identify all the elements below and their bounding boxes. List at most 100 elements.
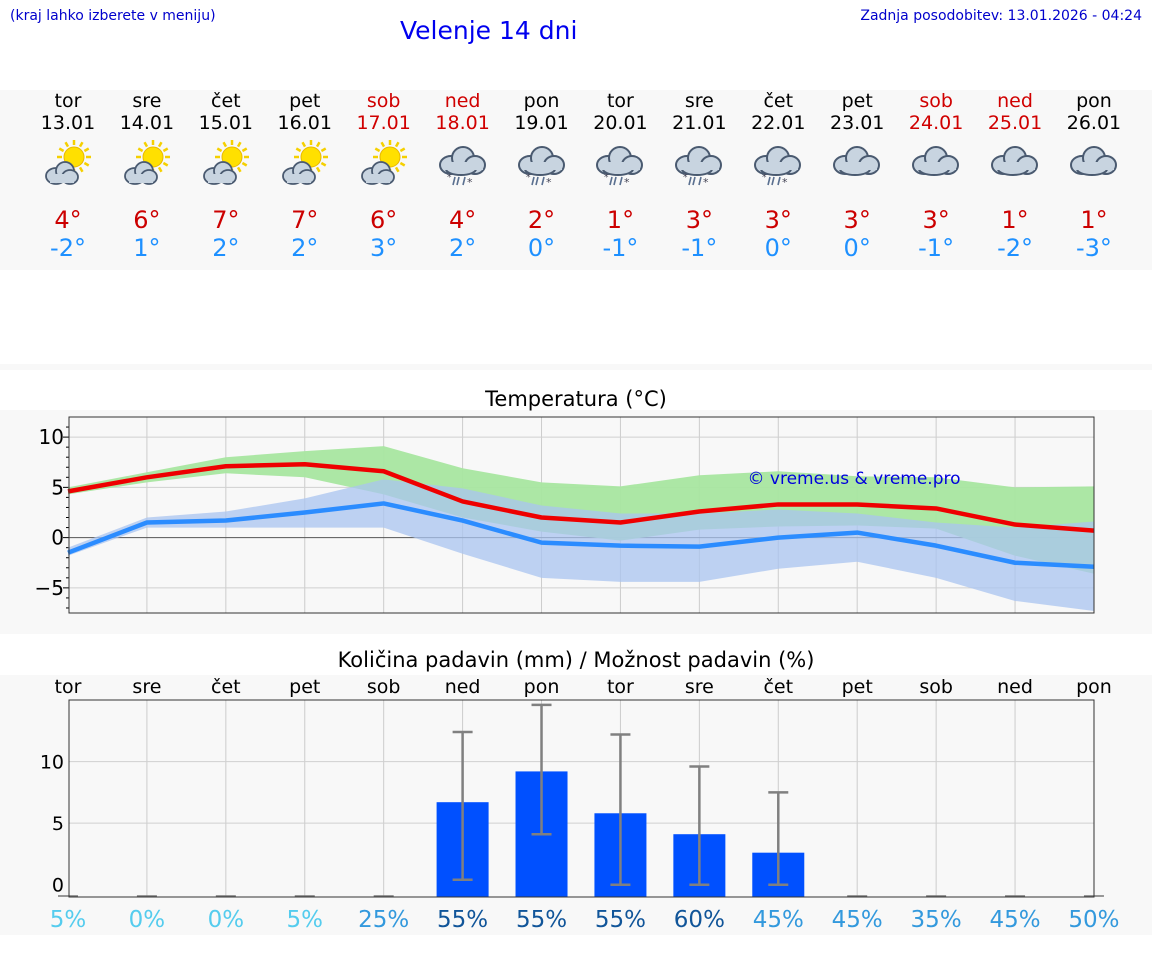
max-temperature: 3° [843,206,871,234]
sun-cloud-icon [281,140,328,185]
category-label: sre [132,676,161,698]
day-date: 18.01 [435,112,490,134]
location-hint[interactable]: (kraj lahko izberete v meniju) [10,8,216,24]
cloud-rain-snow-icon: ** [675,146,723,189]
precipitation-probability: 50% [1068,907,1119,933]
day-column: tor 13.01 4° -2° [28,90,108,262]
day-name: ned [444,90,481,112]
day-name: čet [211,90,241,112]
day-date: 13.01 [40,112,96,134]
category-label: pon [1076,676,1112,698]
svg-text:*: * [703,176,709,189]
sun-cloud-icon [360,140,407,185]
category-label: sre [685,676,714,698]
min-temperature: 0° [764,234,792,262]
max-temperature: 2° [527,206,556,234]
min-temperature: -2° [50,234,86,262]
min-temperature: -1° [681,234,718,262]
max-temperature: 7° [291,206,319,234]
precipitation-probability: 0% [129,907,166,933]
svg-text:*: * [624,176,630,189]
y-tick-label: 0 [51,526,64,550]
day-date: 14.01 [119,112,175,134]
min-temperature: 3° [370,234,398,262]
precipitation-probability: 55% [516,907,567,933]
day-column: čet 22.01 * * 3° 0° [738,90,818,262]
day-date: 15.01 [198,112,254,134]
svg-text:*: * [762,173,767,183]
category-label: sob [367,676,401,698]
day-date: 21.01 [672,112,727,134]
precipitation-probability: 60% [674,907,725,933]
max-temperature-line [67,461,1095,533]
day-date: 16.01 [277,112,332,134]
max-temperature: 3° [764,206,792,234]
precipitation-plot-frame [68,699,1095,898]
page-title: Velenje 14 dni [400,16,578,45]
day-date: 22.01 [751,112,806,134]
category-label: sob [919,676,953,698]
max-temperature: 6° [370,206,398,234]
temperature-chart-title: Temperatura (°C) [485,387,667,411]
svg-text:*: * [683,173,688,183]
precipitation-probability: 5% [287,907,324,933]
svg-text:*: * [782,176,788,189]
min-temperature: 2° [448,234,477,262]
day-name: pon [523,90,560,112]
svg-text:*: * [546,176,552,189]
cloud-rain-snow-icon: ** [517,146,565,189]
cloud-rain-snow-icon: ** [596,146,644,189]
min-temperature: 1° [133,234,161,262]
cloud-icon [1069,146,1117,176]
day-column: čet 15.01 7° 2° [186,90,266,262]
y-tick-label: 5 [51,475,64,499]
sun-cloud-icon [202,140,249,185]
day-column: tor 20.01 * * 1° -1° [580,90,660,262]
max-temperature: 1° [606,206,635,234]
precipitation-probability: 55% [595,907,646,933]
max-temperature: 3° [922,206,950,234]
cloud-icon [991,146,1039,176]
day-date: 17.01 [356,112,411,134]
day-column: pet 23.01 3° 0° [817,90,897,262]
category-label: pet [842,676,873,698]
min-temperature: -2° [997,234,1033,262]
max-temperature: 7° [212,206,240,234]
day-name: pon [1076,90,1112,112]
day-column: pet 16.01 7° 2° [265,90,345,262]
y-tick-label: 0 [52,875,64,897]
svg-text:*: * [604,173,609,183]
max-temperature: 1° [1080,206,1108,234]
day-column: pon 26.01 1° -3° [1054,90,1134,262]
day-name: čet [763,90,794,112]
day-column: sre 21.01 * * 3° -1° [659,90,739,262]
day-date: 19.01 [514,112,569,134]
last-update: Zadnja posodobitev: 13.01.2026 - 04:24 [860,8,1142,24]
svg-text:*: * [447,173,452,183]
precipitation-probability: 55% [437,907,488,933]
min-temperature: 0° [843,234,871,262]
min-temperature-line [67,501,1095,570]
day-date: 20.01 [593,112,648,134]
precipitation-chart-title: Količina padavin (mm) / Možnost padavin … [337,648,815,672]
precipitation-probability: 45% [753,907,804,933]
sun-cloud-icon [45,140,91,185]
y-tick-label: −5 [35,576,64,600]
y-tick-label: 10 [40,752,64,774]
max-temperature: 3° [685,206,713,234]
divider [0,364,1152,370]
day-name: sre [684,90,714,112]
precipitation-probability: 45% [989,907,1040,933]
day-name: ned [997,90,1033,112]
day-name: pet [841,90,873,112]
day-column: ned 25.01 1° -2° [975,90,1055,262]
cloud-rain-snow-icon: ** [438,146,486,189]
day-column: sob 24.01 3° -1° [896,90,976,262]
category-label: pon [524,676,560,698]
day-name: sob [366,90,401,112]
day-column: sob 17.01 6° 3° [344,90,424,262]
day-date: 26.01 [1066,112,1122,134]
precipitation-probability: 45% [832,907,883,933]
day-name: tor [54,90,82,112]
day-column: sre 14.01 6° 1° [107,90,187,262]
